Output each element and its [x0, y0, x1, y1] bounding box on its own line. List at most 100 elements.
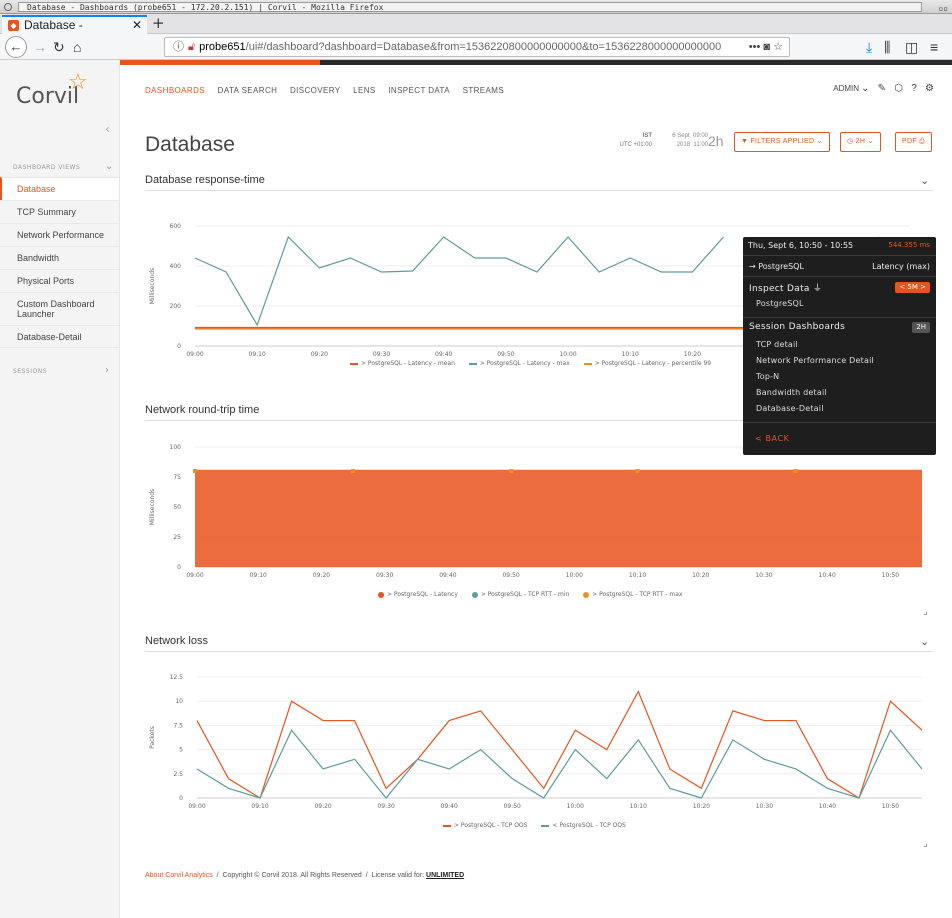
- lock-warning-icon[interactable]: 🔓︎: [188, 41, 196, 53]
- chart2-svg[interactable]: Milliseconds 0 25 50 75 100 09:00 09:10 09:20 09:…: [140, 440, 940, 580]
- chevron-down-icon[interactable]: ⌄: [861, 83, 870, 94]
- inspect-duration-tag[interactable]: < 5M >: [895, 282, 930, 293]
- legend-item[interactable]: > PostgreSQL - Latency: [378, 591, 458, 598]
- nav-streams[interactable]: STREAMS: [462, 86, 505, 95]
- nav-discovery[interactable]: DISCOVERY: [289, 86, 341, 95]
- legend-item[interactable]: > PostgreSQL - TCP RTT - min: [471, 591, 570, 598]
- chevron-down-icon[interactable]: ⌄: [105, 161, 114, 172]
- expand-chart3-icon[interactable]: ⌟: [923, 838, 928, 849]
- about-link[interactable]: About Corvil Analytics: [145, 872, 213, 879]
- sidebar-item-custom-dashboard-launcher[interactable]: Custom Dashboard Launcher: [0, 292, 119, 325]
- chart3-svg[interactable]: Packets 0 2.5 5 7.5 10 12.5 09:00 09:10 09:20 09:3…: [140, 672, 940, 812]
- sidebar-item-database-detail[interactable]: Database-Detail: [0, 325, 119, 348]
- session-item-network-performance-detail[interactable]: Network Performance Detail: [756, 356, 874, 365]
- time-range[interactable]: 6 Sept 09:00 2018 11:00: [656, 132, 708, 150]
- popup-back-button[interactable]: < BACK: [755, 434, 790, 443]
- x-tick-label: 09:00: [186, 572, 203, 579]
- series-line: [196, 729, 923, 799]
- url-bar[interactable]: ⓘ 🔓︎ probe651/ui#/dashboard?dashboard=Data…: [164, 37, 790, 57]
- inspect-item-postgresql[interactable]: PostgreSQL: [756, 299, 804, 308]
- sidebar-item-physical-ports[interactable]: Physical Ports: [0, 269, 119, 292]
- filters-applied-button[interactable]: ▼ FILTERS APPLIED ⌄: [734, 132, 830, 152]
- cube-icon[interactable]: ⬡: [894, 83, 903, 94]
- nav-dashboards[interactable]: DASHBOARDS: [145, 86, 206, 95]
- y-tick-label: 75: [173, 474, 181, 481]
- range-length: 2h: [708, 133, 724, 149]
- expand-chart2-icon[interactable]: ⌟: [923, 606, 928, 617]
- session-item-bandwidth-detail[interactable]: Bandwidth detail: [756, 388, 827, 397]
- collapse-sidebar-icon[interactable]: ‹: [105, 122, 110, 136]
- pocket-icon[interactable]: ◙: [763, 41, 771, 53]
- legend-item[interactable]: > PostgreSQL - Latency - max: [468, 360, 570, 367]
- y-tick-label: 0: [177, 564, 181, 571]
- session-item-top-n[interactable]: Top-N: [756, 372, 780, 381]
- menu-icon[interactable]: ≡: [930, 39, 939, 55]
- inspect-title-text: Inspect Data: [749, 284, 810, 294]
- new-tab-button[interactable]: +: [152, 14, 165, 32]
- x-tick-label: 10:00: [567, 803, 584, 810]
- download-icon[interactable]: ⤓: [866, 39, 873, 55]
- more-actions-icon[interactable]: •••: [748, 41, 761, 53]
- reload-button[interactable]: ↻: [53, 39, 65, 55]
- x-tick-label: 10:40: [819, 803, 836, 810]
- timezone: IST UTC +01:00: [600, 132, 652, 150]
- legend-item[interactable]: > PostgreSQL - TCP OOS: [443, 822, 527, 829]
- legend-item[interactable]: > PostgreSQL - Latency - percentile 99: [583, 360, 711, 367]
- filter-icon: ⏚: [812, 284, 823, 294]
- section-sessions[interactable]: SESSIONS ›: [13, 365, 109, 376]
- help-icon[interactable]: ?: [911, 83, 917, 94]
- sidebar-item-tcp-summary[interactable]: TCP Summary: [0, 200, 119, 223]
- gear-icon[interactable]: ⚙: [925, 83, 934, 94]
- sidebar: Corvil ☆ ‹ DASHBOARD VIEWS ⌄ Database TC…: [0, 60, 120, 918]
- license-prefix: License valid for:: [371, 872, 425, 879]
- x-tick-label: 10:50: [882, 803, 899, 810]
- window-menu-icon[interactable]: [4, 3, 12, 11]
- nav-lens[interactable]: LENS: [353, 86, 376, 95]
- legend-item[interactable]: > PostgreSQL - Latency - mean: [350, 360, 455, 367]
- sidebar-item-database[interactable]: Database: [0, 177, 119, 200]
- duration-button[interactable]: ◷ 2H ⌄: [840, 132, 881, 152]
- x-tick-label: 09:20: [311, 351, 328, 358]
- sidebar-item-bandwidth[interactable]: Bandwidth: [0, 246, 119, 269]
- library-icon[interactable]: ⫼: [884, 39, 891, 55]
- legend-label: > PostgreSQL - TCP RTT - min: [480, 591, 570, 598]
- back-button[interactable]: ←: [5, 36, 27, 58]
- info-icon[interactable]: ⓘ: [173, 41, 184, 53]
- legend-item[interactable]: < PostgreSQL - TCP OOS: [541, 822, 626, 829]
- browser-navbar: ← → ↻ ⌂ ⓘ 🔓︎ probe651/ui#/dashboard?dashbo…: [0, 34, 952, 60]
- x-tick-label: 09:40: [435, 351, 452, 358]
- os-window-titlebar: Database - Dashboards (probe651 - 172.20…: [0, 0, 952, 14]
- copyright-text: Copyright © Corvil 2018. All Rights Rese…: [222, 872, 362, 879]
- chart3-collapse-icon[interactable]: ⌄: [920, 635, 930, 648]
- url-path: /ui#/dashboard?dashboard=Database&from=1…: [245, 41, 722, 53]
- session-duration-tag[interactable]: 2H: [912, 322, 930, 333]
- nav-inspect-data[interactable]: INSPECT DATA: [388, 86, 450, 95]
- edit-icon[interactable]: ✎: [877, 83, 887, 94]
- sidebar-icon[interactable]: ◫: [905, 39, 919, 55]
- sidebar-item-network-performance[interactable]: Network Performance: [0, 223, 119, 246]
- pdf-button[interactable]: PDF ⎙: [895, 132, 933, 152]
- close-tab-icon[interactable]: ✕: [131, 18, 142, 32]
- session-item-tcp-detail[interactable]: TCP detail: [756, 340, 798, 349]
- page-title: Database: [145, 133, 235, 156]
- session-item-database-detail[interactable]: Database-Detail: [756, 404, 824, 413]
- pdf-icon: ⎙: [919, 138, 926, 145]
- x-tick-label: 10:00: [566, 572, 583, 579]
- home-button[interactable]: ⌂: [73, 39, 82, 55]
- forward-button[interactable]: →: [33, 39, 47, 55]
- bookmark-icon[interactable]: ☆: [773, 41, 783, 53]
- chart3-title: Network loss: [145, 635, 208, 647]
- browser-tab[interactable]: ◆ Database - Dashboards (p ✕: [2, 15, 147, 48]
- chart1-collapse-icon[interactable]: ⌄: [920, 174, 930, 187]
- nav-data-search[interactable]: DATA SEARCH: [217, 86, 278, 95]
- legend-item[interactable]: > PostgreSQL - TCP RTT - max: [583, 591, 682, 598]
- top-stripe-accent: [120, 60, 320, 65]
- section-dashboard-views[interactable]: DASHBOARD VIEWS ⌄: [13, 161, 113, 172]
- corvil-favicon-icon: ◆: [8, 20, 19, 31]
- x-tick-label: 10:20: [692, 572, 709, 579]
- window-controls-icon[interactable]: ▫▫: [938, 4, 948, 13]
- user-menu[interactable]: ADMIN: [833, 84, 860, 93]
- x-tick-label: 09:40: [439, 572, 456, 579]
- x-tick-label: 09:10: [250, 572, 267, 579]
- chevron-right-icon[interactable]: ›: [105, 365, 110, 376]
